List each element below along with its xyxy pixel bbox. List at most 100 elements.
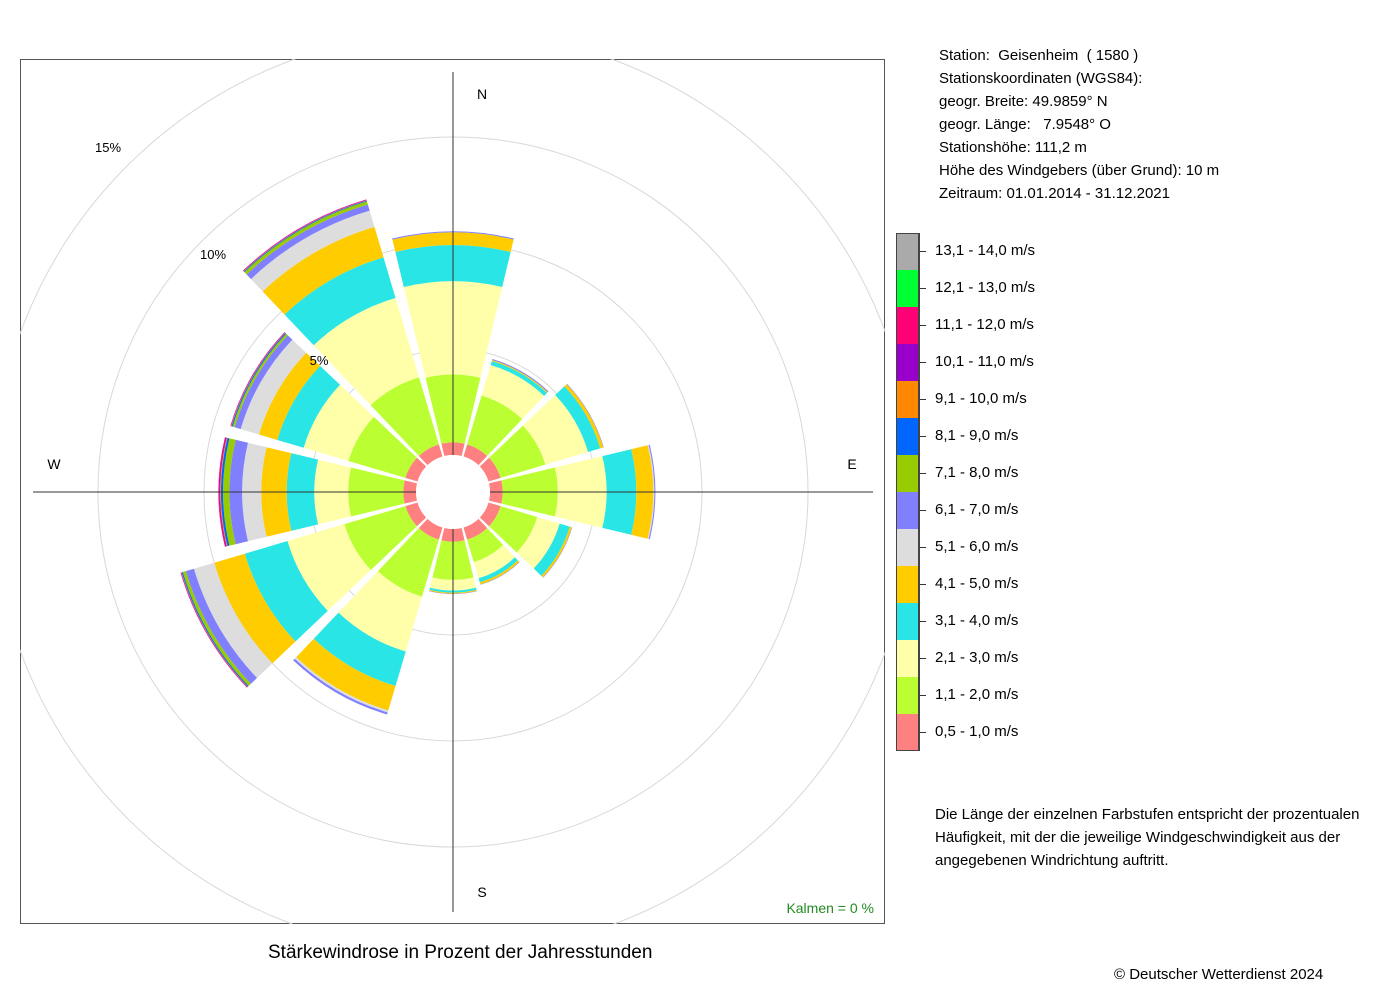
legend-swatch — [896, 677, 919, 714]
direction-label-N: N — [477, 86, 487, 102]
sector-240-segment-0 — [405, 502, 427, 527]
longitude-line: geogr. Länge: 7.9548° O — [939, 116, 1111, 133]
sector-300-segment-6 — [234, 335, 293, 430]
sector-60-segment-3 — [555, 386, 601, 452]
legend-item: 7,1 - 8,0 m/s — [896, 455, 1096, 492]
legend-label: 11,1 - 12,0 m/s — [935, 316, 1034, 333]
explanation-text: Die Länge der einzelnen Farbstufen entsp… — [935, 806, 1360, 869]
legend-item: 5,1 - 6,0 m/s — [896, 529, 1096, 566]
calm-center — [416, 455, 490, 529]
sector-120-segment-2 — [516, 516, 560, 569]
legend-swatch — [896, 492, 919, 529]
elevation-line: Stationshöhe: 111,2 m — [939, 139, 1087, 156]
wind-rose: N E S W 5% 10% 15% Kalmen = 0 % — [20, 59, 885, 924]
sector-120-segment-3 — [533, 523, 570, 576]
legend-label: 3,1 - 4,0 m/s — [935, 612, 1019, 629]
period-line: Zeitraum: 01.01.2014 - 31.12.2021 — [939, 185, 1170, 202]
sector-150-segment-4 — [479, 560, 520, 585]
sector-300-segment-1 — [348, 416, 417, 478]
legend-swatch — [896, 307, 919, 344]
legend-item: 6,1 - 7,0 m/s — [896, 492, 1096, 529]
sector-240-segment-5 — [193, 562, 273, 678]
sector-330-segment-3 — [284, 257, 396, 346]
sector-30-segment-1 — [467, 395, 523, 456]
legend-tick — [920, 547, 926, 548]
sector-330-segment-4 — [262, 226, 384, 315]
sector-300-segment-5 — [240, 339, 307, 435]
sector-270-segment-10 — [219, 437, 227, 547]
legend-tick — [920, 399, 926, 400]
legend-tick — [920, 473, 926, 474]
legend-label: 2,1 - 3,0 m/s — [935, 649, 1019, 666]
direction-label-W: W — [47, 456, 61, 472]
legend-label: 13,1 - 14,0 m/s — [935, 242, 1036, 259]
calm-label: Kalmen = 0 % — [786, 900, 874, 916]
sector-240-segment-6 — [185, 568, 258, 684]
sector-210-segment-0 — [418, 518, 443, 540]
legend-item: 9,1 - 10,0 m/s — [896, 381, 1096, 418]
sector-90-segment-5 — [647, 445, 655, 539]
direction-label-S: S — [477, 884, 486, 900]
ring-label-2: 10% — [200, 247, 226, 262]
legend-swatch — [896, 233, 919, 270]
legend-label: 5,1 - 6,0 m/s — [935, 538, 1019, 555]
sector-300-segment-4 — [258, 352, 321, 440]
legend-item: 10,1 - 11,0 m/s — [896, 344, 1096, 381]
sector-30-segment-0 — [463, 444, 488, 466]
legend-label: 12,1 - 13,0 m/s — [935, 279, 1036, 296]
legend-tick — [920, 362, 926, 363]
legend-item: 3,1 - 4,0 m/s — [896, 603, 1096, 640]
legend-item: 0,5 - 1,0 m/s — [896, 714, 1096, 751]
legend-tick — [920, 288, 926, 289]
legend-swatch — [896, 418, 919, 455]
sector-180-segment-4 — [429, 589, 477, 594]
legend-swatch — [896, 603, 919, 640]
legend-tick — [920, 510, 926, 511]
sector-120-segment-4 — [541, 526, 572, 578]
sector-90-segment-6 — [648, 444, 656, 540]
sector-270-segment-9 — [220, 437, 228, 547]
legend-swatch — [896, 381, 919, 418]
latitude-line: geogr. Breite: 49.9859° N — [939, 93, 1108, 110]
sector-270-segment-8 — [220, 437, 230, 547]
sector-180-segment-3 — [429, 587, 477, 593]
legend-item: 8,1 - 9,0 m/s — [896, 418, 1096, 455]
sector-0-segment-6 — [392, 231, 514, 240]
sector-150-segment-1 — [467, 528, 504, 563]
legend-swatch — [896, 529, 919, 566]
copyright: © Deutscher Wetterdienst 2024 — [1114, 966, 1324, 983]
legend-swatch — [896, 640, 919, 677]
sector-330-segment-6 — [246, 204, 370, 280]
sector-240-segment-3 — [244, 541, 328, 642]
sector-300-segment-0 — [405, 457, 427, 482]
legend-tick — [920, 732, 926, 733]
legend-item: 2,1 - 3,0 m/s — [896, 640, 1096, 677]
sector-240-segment-1 — [344, 506, 417, 571]
sensor-height-line: Höhe des Windgebers (über Grund): 10 m — [939, 162, 1220, 179]
rose-plot-area — [20, 59, 885, 924]
sector-150-segment-2 — [473, 544, 515, 579]
sector-120-segment-0 — [479, 502, 501, 527]
sector-150-segment-0 — [463, 518, 488, 540]
legend-item: 1,1 - 2,0 m/s — [896, 677, 1096, 714]
sector-270-segment-11 — [218, 437, 226, 547]
legend-swatch — [896, 344, 919, 381]
legend-swatch — [896, 270, 919, 307]
legend-tick — [920, 436, 926, 437]
sector-300-segment-3 — [277, 365, 341, 448]
sector-30-segment-2 — [481, 365, 545, 420]
station-info: Station: Geisenheim ( 1580 ) Stationskoo… — [939, 44, 1219, 205]
sector-30-segment-3 — [490, 360, 548, 396]
legend-label: 4,1 - 5,0 m/s — [935, 575, 1019, 592]
legend-label: 10,1 - 11,0 m/s — [935, 353, 1034, 370]
legend-label: 0,5 - 1,0 m/s — [935, 723, 1019, 740]
legend-label: 7,1 - 8,0 m/s — [935, 464, 1019, 481]
sector-60-segment-0 — [479, 457, 501, 482]
legend-label: 6,1 - 7,0 m/s — [935, 501, 1019, 518]
sector-300-segment-2 — [303, 384, 374, 462]
sector-330-segment-2 — [313, 297, 420, 406]
sector-60-segment-2 — [522, 395, 589, 465]
station-line: Station: Geisenheim ( 1580 ) — [939, 47, 1139, 64]
legend-label: 1,1 - 2,0 m/s — [935, 686, 1019, 703]
legend-swatch — [896, 714, 919, 751]
